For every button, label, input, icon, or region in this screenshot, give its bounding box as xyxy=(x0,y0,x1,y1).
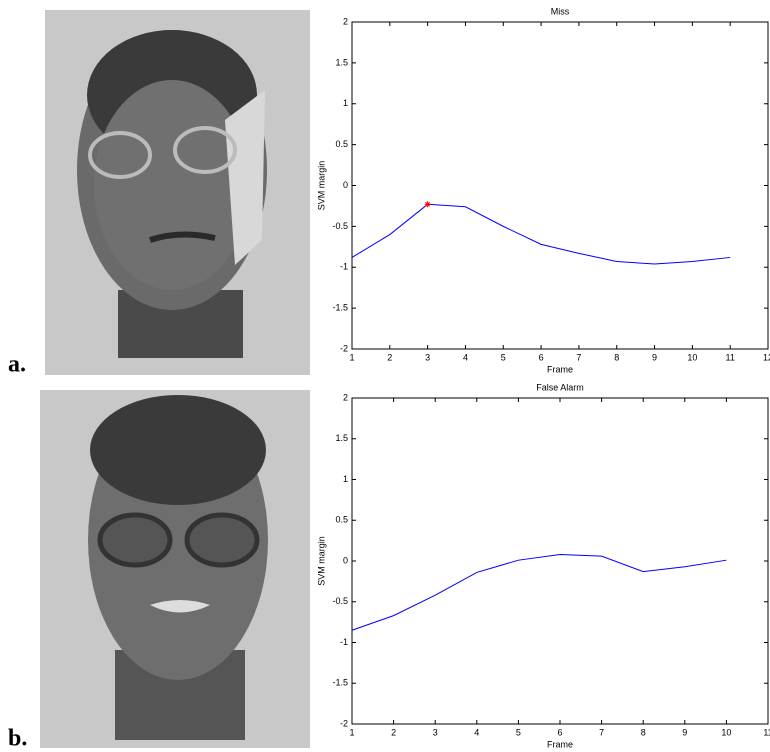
y-tick-label: -1.5 xyxy=(332,303,348,313)
x-tick-label: 12 xyxy=(763,352,770,362)
x-tick-label: 7 xyxy=(576,352,581,362)
x-tick-label: 2 xyxy=(391,727,396,737)
y-tick-label: -2 xyxy=(340,343,348,353)
x-axis-label: Frame xyxy=(547,364,573,374)
y-tick-label: 1 xyxy=(343,98,348,108)
y-tick-label: 2 xyxy=(343,16,348,26)
x-tick-label: 11 xyxy=(763,727,770,737)
data-line xyxy=(351,203,731,265)
y-tick-label: 1 xyxy=(343,474,348,484)
y-tick-label: -1.5 xyxy=(332,678,348,688)
y-tick-label: -1 xyxy=(340,637,348,647)
x-axis-label: Frame xyxy=(547,739,573,749)
x-tick-label: 4 xyxy=(474,727,479,737)
y-tick-label: -0.5 xyxy=(332,221,348,231)
y-tick-label: 1.5 xyxy=(335,433,348,443)
y-tick-label: 0.5 xyxy=(335,515,348,525)
x-tick-label: 8 xyxy=(641,727,646,737)
y-tick-label: 0 xyxy=(343,180,348,190)
chart-title: Miss xyxy=(551,6,570,16)
y-tick-label: 1.5 xyxy=(335,57,348,67)
x-tick-label: 5 xyxy=(516,727,521,737)
x-tick-label: 1 xyxy=(349,352,354,362)
y-axis-label: SVM margin xyxy=(316,161,326,211)
x-tick-label: 8 xyxy=(614,352,619,362)
y-tick-label: 0 xyxy=(343,555,348,565)
y-tick-label: -1 xyxy=(340,262,348,272)
y-tick-label: 0.5 xyxy=(335,139,348,149)
panel-label: b. xyxy=(8,726,27,752)
marker xyxy=(424,201,431,208)
x-tick-label: 5 xyxy=(501,352,506,362)
x-tick-label: 9 xyxy=(652,352,657,362)
x-tick-label: 10 xyxy=(721,727,731,737)
y-tick-label: 2 xyxy=(343,392,348,402)
x-tick-label: 2 xyxy=(387,352,392,362)
x-tick-label: 6 xyxy=(539,352,544,362)
x-tick-label: 11 xyxy=(726,352,735,362)
panel-label: a. xyxy=(8,352,26,378)
plot-frame xyxy=(351,397,769,725)
x-tick-label: 3 xyxy=(433,727,438,737)
face-image xyxy=(40,390,310,748)
x-tick-label: 1 xyxy=(349,727,354,737)
plot-frame xyxy=(351,21,769,350)
x-tick-label: 7 xyxy=(599,727,604,737)
x-tick-label: 3 xyxy=(425,352,430,362)
y-tick-label: -0.5 xyxy=(332,596,348,606)
chart-title: False Alarm xyxy=(536,382,584,392)
y-axis-label: SVM margin xyxy=(316,536,326,586)
data-line xyxy=(351,553,727,631)
x-tick-label: 10 xyxy=(687,352,697,362)
x-tick-label: 6 xyxy=(557,727,562,737)
y-tick-label: -2 xyxy=(340,718,348,728)
x-tick-label: 4 xyxy=(463,352,468,362)
face-image xyxy=(45,10,310,375)
x-tick-label: 9 xyxy=(682,727,687,737)
